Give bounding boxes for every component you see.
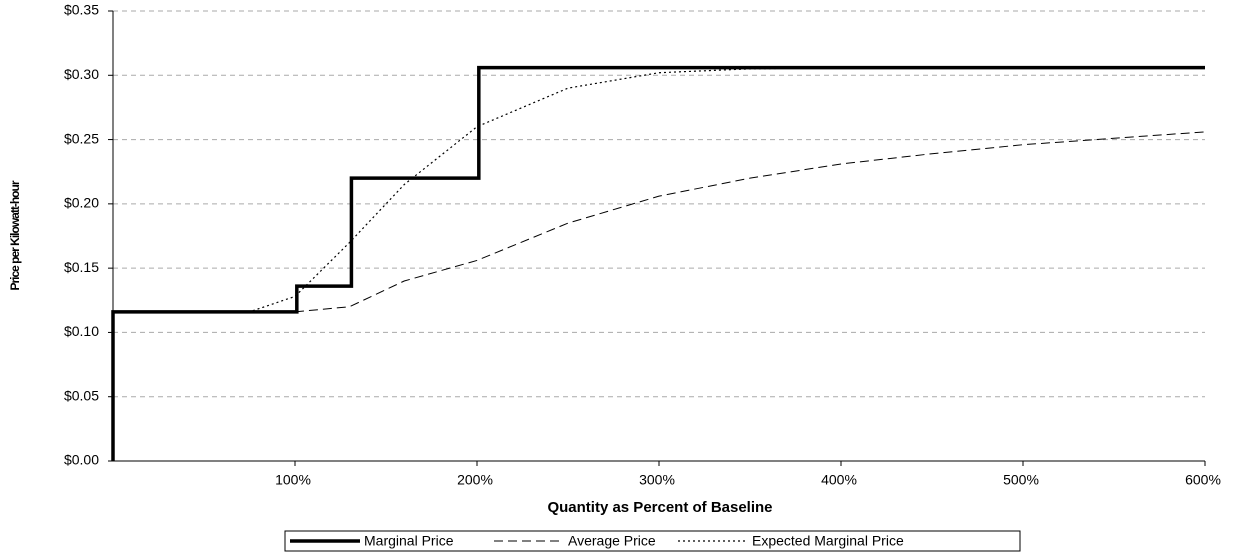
legend-label: Average Price bbox=[568, 533, 656, 549]
y-tick-label: $0.05 bbox=[64, 387, 99, 403]
x-axis-title: Quantity as Percent of Baseline bbox=[547, 499, 772, 516]
x-tick-label: 100% bbox=[275, 472, 311, 488]
y-tick-label: $0.35 bbox=[64, 2, 99, 18]
legend-label: Marginal Price bbox=[364, 533, 454, 549]
legend-label: Expected Marginal Price bbox=[752, 533, 904, 549]
x-tick-label: 600% bbox=[1185, 472, 1221, 488]
y-tick-label: $0.30 bbox=[64, 66, 99, 82]
y-tick-label: $0.15 bbox=[64, 259, 99, 275]
legend-box bbox=[284, 530, 1021, 552]
x-tick-label: 400% bbox=[821, 472, 857, 488]
y-tick-label: $0.20 bbox=[64, 195, 99, 211]
series-line bbox=[113, 66, 1205, 313]
x-tick-label: 200% bbox=[457, 472, 493, 488]
x-tick-label: 300% bbox=[639, 472, 675, 488]
y-tick-label: $0.00 bbox=[64, 452, 99, 468]
x-tick-label: 500% bbox=[1003, 472, 1039, 488]
series-line bbox=[111, 65, 1205, 461]
y-axis-title: Price per Kilowatt-hour bbox=[8, 180, 22, 290]
series-line bbox=[113, 131, 1206, 313]
y-tick-label: $0.10 bbox=[64, 323, 99, 339]
y-tick-label: $0.25 bbox=[64, 130, 99, 146]
